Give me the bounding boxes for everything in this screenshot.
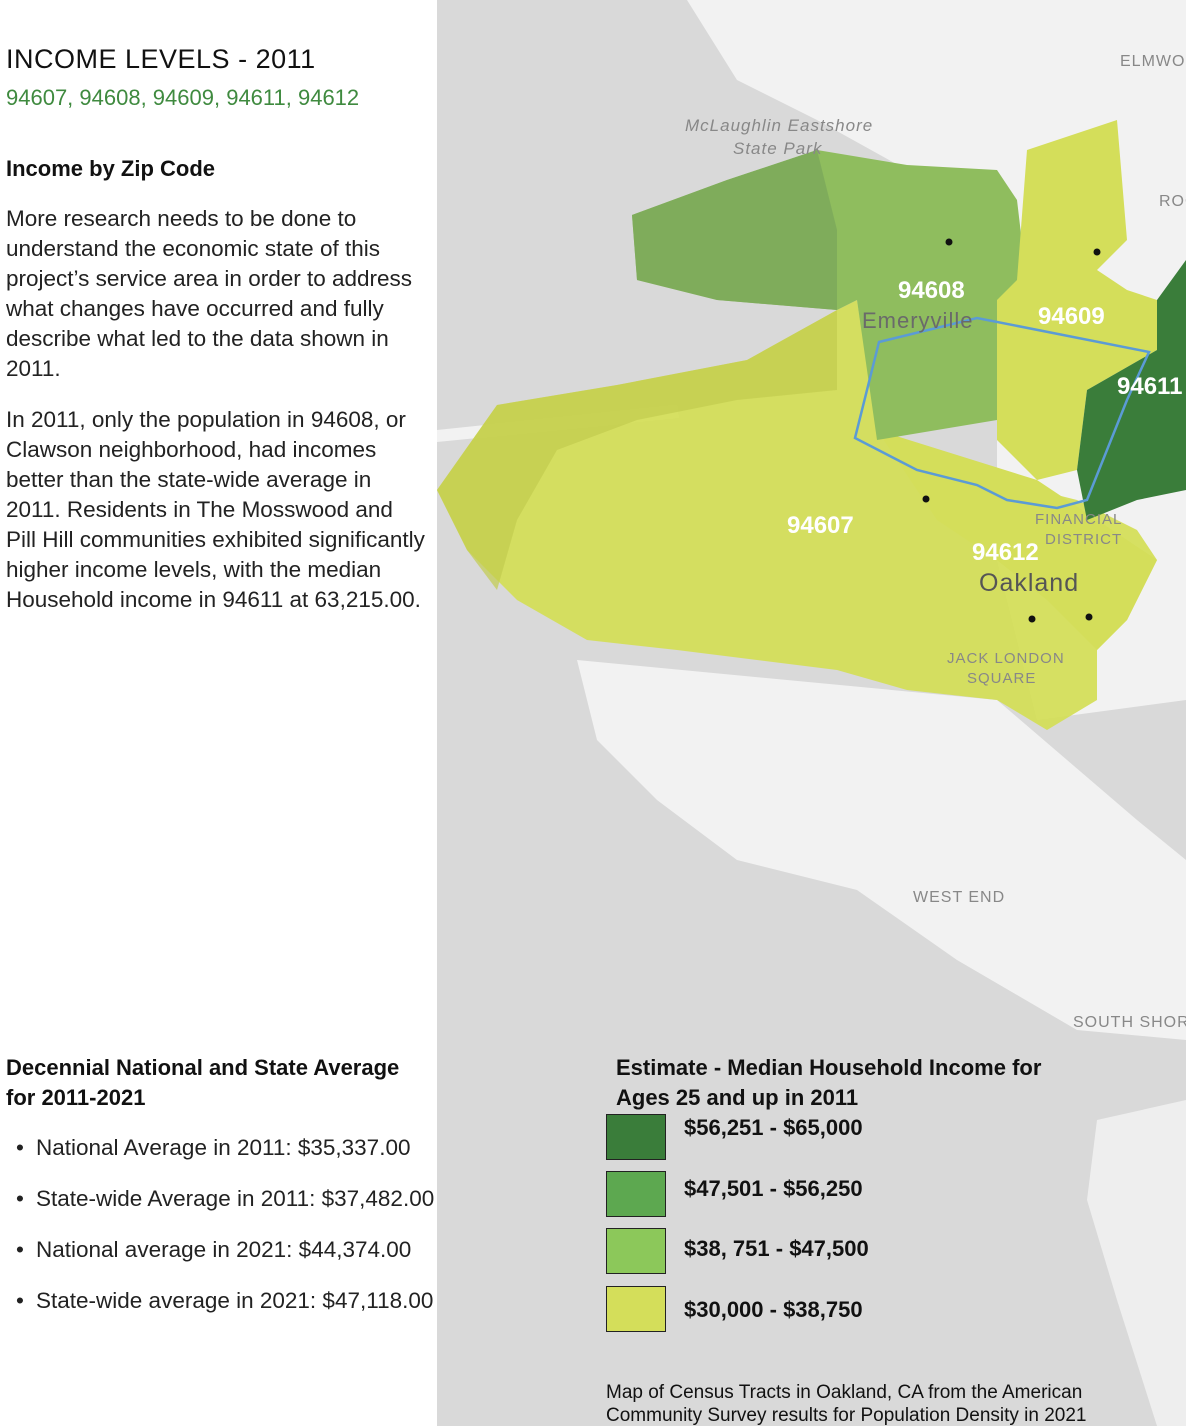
legend-label-tier2: $47,501 - $56,250 <box>684 1176 863 1201</box>
legend-swatch-tier4 <box>606 1286 666 1332</box>
jack-london-label-2: SQUARE <box>967 670 1036 687</box>
marker-dot <box>922 495 930 503</box>
legend-label-tier3: $38, 751 - $47,500 <box>684 1236 869 1261</box>
bullet-icon: • <box>16 1135 24 1160</box>
average-text: National Average in 2011: $35,337.00 <box>36 1135 411 1160</box>
marker-dot <box>1093 248 1101 256</box>
land-east <box>1087 1100 1186 1426</box>
zip-label-94609: 94609 <box>1038 303 1105 330</box>
financial-district-label: FINANCIAL <box>1035 511 1122 528</box>
zip-label-94608: 94608 <box>898 277 965 304</box>
average-text: State-wide Average in 2011: $37,482.00 <box>36 1186 435 1211</box>
averages-list: • National Average in 2011: $35,337.00 • S… <box>14 1133 436 1337</box>
south-shore-label: SOUTH SHOR <box>1073 1014 1186 1031</box>
average-text: National average in 2021: $44,374.00 <box>36 1237 412 1262</box>
paragraph-2011-income: In 2011, only the population in 94608, o… <box>6 407 425 612</box>
emeryville-label: Emeryville <box>862 308 973 333</box>
bullet-icon: • <box>16 1186 24 1211</box>
legend-swatch-tier2 <box>606 1171 666 1217</box>
west-end-label: WEST END <box>913 889 1005 906</box>
bullet-icon: • <box>16 1288 24 1313</box>
marker-dot <box>1028 615 1036 623</box>
oakland-label: Oakland <box>979 569 1079 597</box>
list-item: • National Average in 2011: $35,337.00 <box>14 1133 436 1163</box>
marker-dot <box>1085 613 1093 621</box>
zip-94607-darker <box>437 310 837 590</box>
text-panel: INCOME LEVELS - 2011 94607, 94608, 94609… <box>0 0 437 1426</box>
map-canvas: McLaughlin Eastshore State Park Emeryvil… <box>437 0 1186 1426</box>
section-heading: Income by Zip Code <box>6 156 216 181</box>
averages-heading: Decennial National and State Average for… <box>6 1055 400 1110</box>
elmwood-label: ELMWO <box>1120 53 1185 70</box>
marker-dot <box>945 238 953 246</box>
legend-swatch-tier1 <box>606 1114 666 1160</box>
legend-swatch-tier3 <box>606 1228 666 1274</box>
list-item: • National average in 2021: $44,374.00 <box>14 1235 436 1265</box>
list-item: • State-wide average in 2021: $47,118.00 <box>14 1286 436 1316</box>
jack-london-label: JACK LONDON <box>947 650 1065 667</box>
list-item: • State-wide Average in 2011: $37,482.00 <box>14 1184 436 1214</box>
legend-title: Estimate - Median Household Income for A… <box>616 1055 1042 1110</box>
bullet-icon: • <box>16 1237 24 1262</box>
zip-code-list: 94607, 94608, 94609, 94611, 94612 <box>6 85 360 110</box>
legend-label-tier4: $30,000 - $38,750 <box>684 1297 863 1322</box>
average-text: State-wide average in 2021: $47,118.00 <box>36 1288 434 1313</box>
zip-94608-dark <box>632 150 837 310</box>
park-label-2: State Park <box>733 139 823 158</box>
service-area-outline <box>853 316 1151 510</box>
zip-label-94611: 94611 <box>1117 373 1182 400</box>
park-label: McLaughlin Eastshore <box>685 116 873 135</box>
zip-94612-area <box>877 430 1157 650</box>
financial-district-label-2: DISTRICT <box>1045 531 1122 548</box>
page-title: INCOME LEVELS - 2011 <box>6 44 316 74</box>
map-caption: Map of Census Tracts in Oakland, CA from… <box>606 1382 1087 1426</box>
zip-label-94607: 94607 <box>787 512 854 539</box>
land-alameda <box>577 660 1186 1040</box>
income-map: McLaughlin Eastshore State Park Emeryvil… <box>437 0 1186 1426</box>
zip-94609-area <box>997 120 1157 480</box>
legend-label-tier1: $56,251 - $65,000 <box>684 1115 863 1140</box>
zip-label-94612: 94612 <box>972 539 1039 566</box>
rock-label: ROC <box>1159 193 1186 210</box>
paragraph-research: More research needs to be done to unders… <box>6 206 413 381</box>
